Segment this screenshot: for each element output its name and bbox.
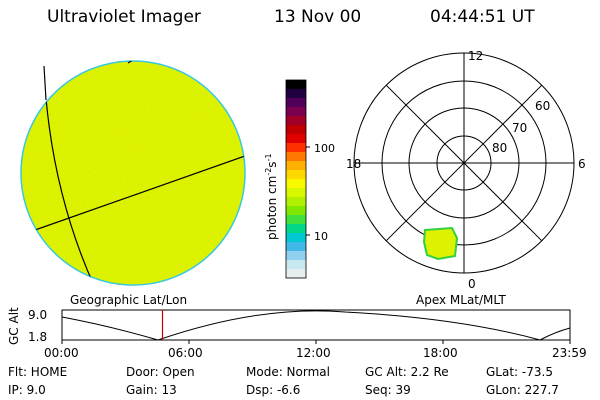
lat-label-60: 60 [535, 99, 550, 113]
colorbar-segment [286, 134, 306, 144]
colorbar-segment [286, 197, 306, 207]
terminator-mark [127, 61, 137, 64]
info-seq: Seq: 39 [365, 383, 411, 397]
colorbar-segment [286, 179, 306, 189]
colorbar-segment [286, 251, 306, 261]
info-door: Door: Open [126, 365, 195, 379]
timeline-xtick-0600: 06:00 [168, 346, 203, 360]
colorbar-segment [286, 80, 306, 90]
info-flt: Flt: HOME [8, 365, 68, 379]
colorbar-segment [286, 215, 306, 225]
colorbar-segment [286, 206, 306, 216]
colorbar-segment [286, 152, 306, 162]
colorbar-segment [286, 260, 306, 270]
colorbar-segment [286, 233, 306, 243]
info-mode: Mode: Normal [246, 365, 330, 379]
altitude-curve [61, 310, 571, 341]
instrument-title: Ultraviolet Imager [47, 7, 201, 27]
colorbar-segment [286, 170, 306, 180]
colorbar-tick-label-10: 10 [314, 230, 328, 243]
colorbar-segment [286, 116, 306, 126]
mlt-label-6: 6 [578, 157, 586, 171]
timeline-xtick-1800: 18:00 [423, 346, 458, 360]
svg-text:photon cm-2s-1: photon cm-2s-1 [264, 153, 279, 240]
mlt-label-0: 0 [468, 277, 476, 291]
colorbar-segment [286, 161, 306, 171]
colorbar-segment [286, 269, 306, 279]
geographic-caption: Geographic Lat/Lon [70, 293, 188, 307]
info-glon: GLon: 227.7 [486, 383, 559, 397]
colorbar-label: photon cm-2s-1 [264, 153, 279, 240]
timeline-panel [61, 309, 571, 344]
timeline-axis-label: GC Alt [7, 307, 21, 345]
colorbar-segment [286, 143, 306, 153]
info-ip: IP: 9.0 [8, 383, 46, 397]
info-dsp: Dsp: -6.6 [246, 383, 301, 397]
info-glat: GLat: -73.5 [486, 365, 553, 379]
lat-label-80: 80 [492, 141, 507, 155]
info-gcalt: GC Alt: 2.2 Re [365, 365, 449, 379]
colorbar [286, 80, 306, 279]
timeline-xtick-2359: 23:59 [552, 346, 587, 360]
info-gain: Gain: 13 [126, 383, 177, 397]
colorbar-frame [285, 79, 307, 279]
mlt-diag-2 [385, 84, 543, 242]
disk-speckle [21, 61, 245, 285]
geographic-disk [20, 60, 246, 286]
colorbar-segment [286, 188, 306, 198]
colorbar-tick-label-100: 100 [314, 142, 335, 155]
lat-label-70: 70 [512, 121, 527, 135]
colorbar-segment [286, 89, 306, 99]
latitude-line [21, 155, 245, 237]
apex-caption: Apex MLat/MLT [416, 293, 506, 307]
mlt-label-12: 12 [468, 49, 483, 63]
mlt-label-18: 18 [346, 157, 361, 171]
aurora-blob-speckle [424, 228, 458, 260]
timeline-xtick-0000: 00:00 [44, 346, 79, 360]
polar-plot: 12 18 6 0 60 70 80 [346, 49, 586, 291]
date-label: 13 Nov 00 [274, 7, 362, 27]
timeline-frame [61, 309, 571, 341]
timeline-xtick-1200: 12:00 [296, 346, 331, 360]
time-label: 04:44:51 UT [430, 7, 535, 27]
colorbar-segment [286, 98, 306, 108]
colorbar-segment [286, 224, 306, 234]
timeline-ytick-bottom: 1.8 [28, 330, 48, 344]
timeline-ytick-top: 9.0 [28, 308, 48, 322]
colorbar-segment [286, 242, 306, 252]
colorbar-segment [286, 107, 306, 117]
colorbar-segment [286, 125, 306, 135]
